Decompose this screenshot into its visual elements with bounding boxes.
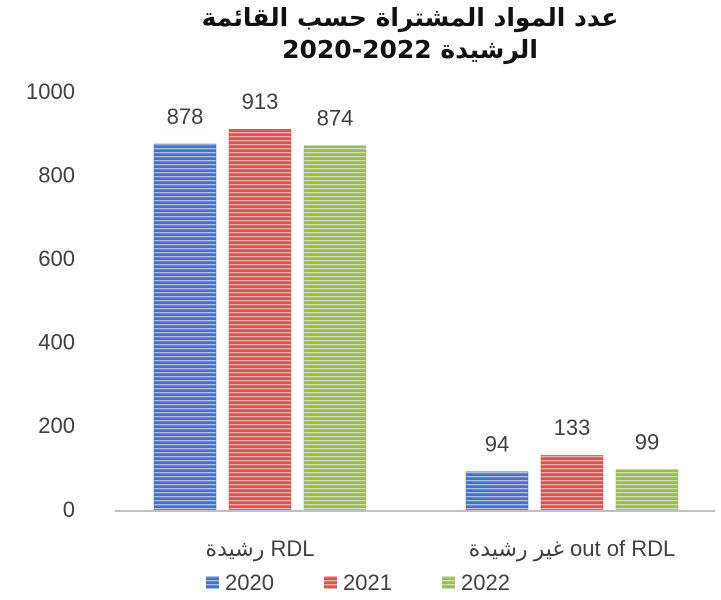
y-tick-label: 400: [38, 330, 75, 355]
data-label: 99: [635, 429, 659, 454]
data-label: 913: [242, 89, 279, 114]
x-tick-label: رشيدة RDL: [206, 536, 315, 561]
legend-label: 2020: [225, 570, 274, 595]
bar: [228, 129, 292, 512]
bar: [465, 471, 529, 512]
x-tick-label: غير رشيدة out of RDL: [469, 536, 675, 561]
y-tick-label: 1000: [26, 79, 75, 104]
chart-title-box: عدد المواد المشتراة حسب القائمة الرشيدة …: [110, 2, 710, 66]
legend-swatch: [206, 576, 219, 589]
legend-swatch: [442, 576, 455, 589]
y-tick-label: 600: [38, 246, 75, 271]
data-label: 874: [317, 105, 354, 130]
chart-title: عدد المواد المشتراة حسب القائمة الرشيدة …: [201, 3, 619, 64]
legend-swatch: [324, 576, 337, 589]
bar: [540, 455, 604, 512]
y-tick-label: 200: [38, 413, 75, 438]
legend-label: 2022: [461, 570, 510, 595]
data-label: 133: [554, 415, 591, 440]
y-tick-label: 800: [38, 162, 75, 187]
y-tick-label: 0: [63, 497, 75, 522]
legend-label: 2021: [343, 570, 392, 595]
bar: [153, 143, 217, 512]
data-label: 94: [485, 432, 509, 457]
bar: [303, 145, 367, 512]
data-label: 878: [167, 104, 204, 129]
bar: [615, 469, 679, 512]
